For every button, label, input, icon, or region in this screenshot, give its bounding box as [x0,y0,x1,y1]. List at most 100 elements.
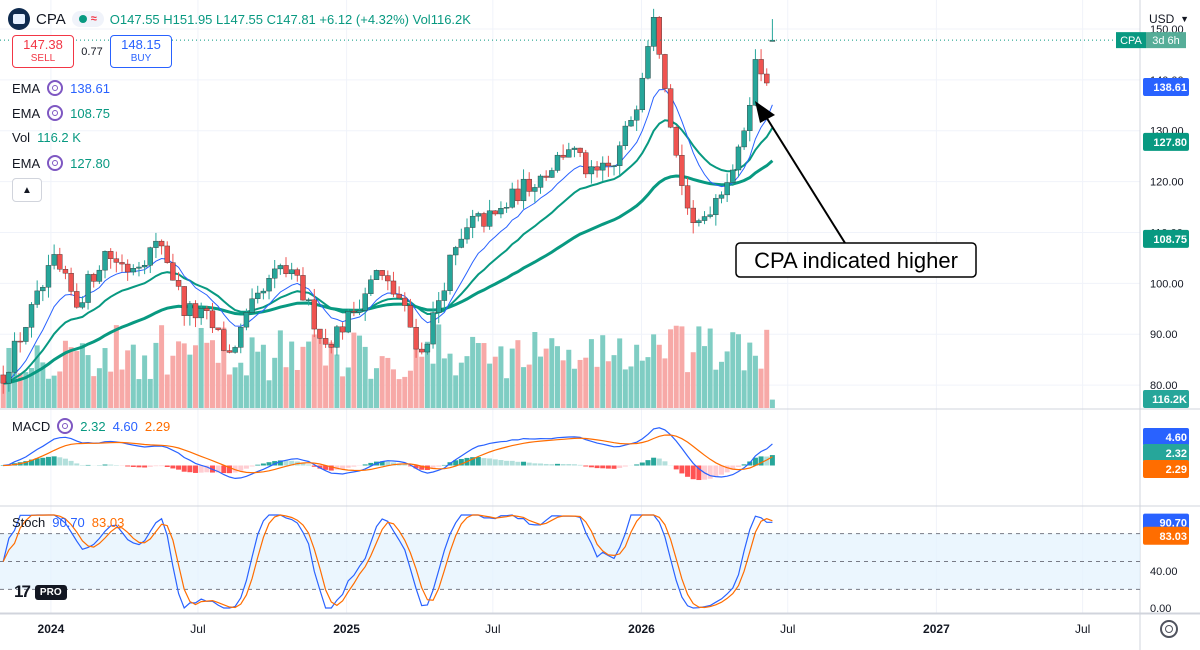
stoch-k-tag: 90.70 [1159,518,1187,530]
macd-histogram-bar [577,464,583,466]
candle-body [322,338,329,345]
macd-histogram-bar [40,457,46,466]
macd-histogram-bar [515,461,521,466]
macd-histogram-bar [634,464,640,466]
macd-histogram-bar [193,465,199,473]
macd-histogram-bar [125,465,131,467]
volume-bar [272,357,278,408]
candle-body [221,329,227,351]
volume-bar [509,348,515,408]
volume-bar [164,374,170,408]
indicator-ema-3[interactable]: EMA 127.80 [12,155,110,171]
candle-body [622,125,629,146]
macd-signal-line [3,434,773,474]
volume-bar [311,334,317,408]
volume-bar [294,369,300,408]
macd-histogram-bar [752,457,758,466]
volume-bar [45,378,51,408]
indicator-settings-icon[interactable] [47,105,64,121]
market-status-pill[interactable]: ≈ [71,11,104,27]
volume-bar [113,325,119,408]
candle-body [492,210,498,215]
macd-histogram-bar [170,465,176,469]
candle-body [537,175,544,188]
volume-bar [475,343,481,408]
macd-histogram-bar [769,455,775,466]
indicator-settings-icon[interactable] [57,418,74,434]
candle-body [707,214,713,217]
candle-body [436,300,442,313]
volume-bar [600,335,606,408]
macd-line [3,427,773,480]
candle-body [583,152,589,175]
macd-histogram-bar [696,465,702,481]
volume-bar [351,332,357,408]
macd-histogram-bar [600,465,606,469]
indicator-volume[interactable]: Vol 116.2 K [12,130,81,145]
macd-histogram-bar [238,465,244,471]
macd-histogram-bar [453,460,459,466]
macd-histogram-bar [62,458,68,466]
macd-histogram-bar [102,464,108,466]
volume-bar [159,325,165,408]
volume-bar [238,362,244,408]
sell-button[interactable]: 147.38 SELL [12,35,74,68]
candle-body [419,348,425,353]
macd-histogram-bar [470,457,476,466]
grid-lines [0,0,1140,614]
settings-gear-icon[interactable] [1160,620,1178,638]
macd-histogram-bar [29,459,35,466]
volume-bar [300,346,306,408]
candle-body [690,207,696,224]
candle-body [543,175,549,178]
volume-bar [696,326,702,408]
indicator-ema-1[interactable]: EMA 138.61 [12,80,110,96]
volume-bar [260,344,266,408]
volume-bar [215,362,221,408]
volume-bar [656,344,662,408]
candle-body [136,266,142,269]
volume-bar [594,366,600,408]
buy-button[interactable]: 148.15 BUY [110,35,172,68]
candle-body [288,269,295,275]
macd-histogram-bar [458,458,464,466]
candle-body [752,59,759,106]
macd-histogram-bar [147,465,153,467]
candle-body [667,88,674,128]
indicator-macd[interactable]: MACD 2.32 4.60 2.29 [12,418,170,434]
spread-value: 0.77 [81,45,103,58]
macd-histogram-bar [543,463,549,466]
macd-histogram-bar [277,460,283,466]
volume-bar [487,363,493,408]
indicator-stoch[interactable]: Stoch 90.70 83.03 [12,515,124,530]
candle-body [328,344,334,348]
annotation-arrowhead [755,101,775,123]
volume-bar [713,369,719,408]
macd-histogram-bar [724,465,730,473]
indicator-settings-icon[interactable] [47,80,64,96]
symbol-name[interactable]: CPA [36,10,66,28]
macd-histogram-bar [509,460,515,466]
currency-selector[interactable]: USD ▼ [1143,8,1195,30]
candle-body [402,297,408,306]
volume-bar [724,351,730,408]
time-tick-label: Jul [190,622,205,636]
volume-bar [605,361,611,408]
volume-bar [430,363,436,408]
volume-bar [543,348,549,408]
indicator-ema-2[interactable]: EMA 108.75 [12,105,110,121]
macd-histogram-bar [362,464,368,466]
macd-histogram-bar [243,465,249,469]
macd-histogram-bar [351,465,357,467]
indicator-settings-icon[interactable] [47,155,64,171]
macd-histogram-bar [566,464,572,466]
volume-bar [526,364,532,408]
collapse-indicators-button[interactable]: ▲ [12,178,42,202]
volume-bars [0,324,775,408]
candle-body [345,311,351,333]
candle-body [413,327,419,350]
macd-histogram-bar [328,465,334,471]
time-tick-label: 2027 [923,622,950,636]
price-axis: 80.0090.00100.00110.00120.00130.00140.00… [1116,24,1189,545]
